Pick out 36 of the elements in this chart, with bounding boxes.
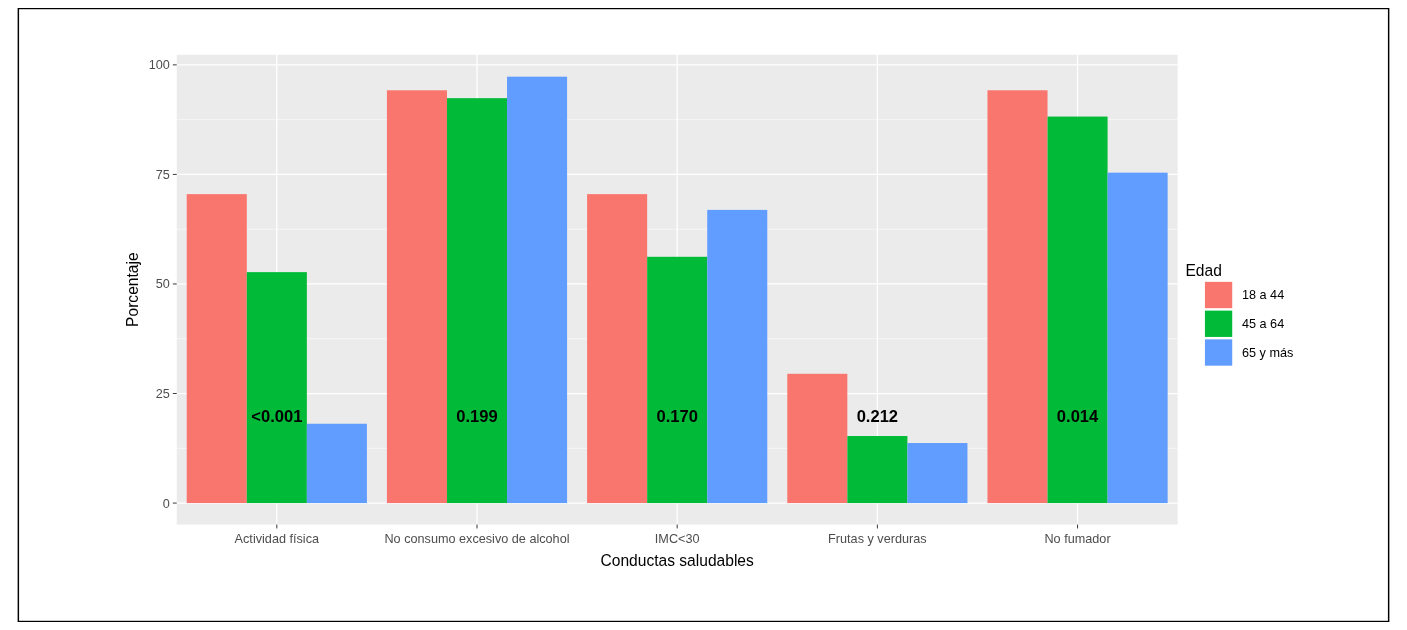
y-axis-title: Porcentaje [123, 252, 141, 327]
annotation: 0.014 [1056, 407, 1100, 427]
bar [507, 76, 568, 504]
annotation: 0.199 [456, 407, 498, 427]
bar [787, 373, 848, 504]
legend-label: 65 y más [1241, 345, 1294, 360]
bar [1047, 116, 1108, 504]
bar [587, 194, 648, 504]
x-tick-label: No consumo excesivo de alcohol [384, 532, 570, 547]
y-tick-label: 50 [155, 277, 170, 292]
bar [306, 423, 367, 504]
bar [907, 443, 968, 504]
legend-title: Edad [1185, 262, 1222, 280]
bar [987, 90, 1048, 504]
bar [647, 256, 708, 504]
legend-label: 45 a 64 [1241, 317, 1285, 332]
bar [246, 272, 307, 504]
y-tick-label: 100 [148, 58, 170, 73]
bar [186, 194, 247, 504]
x-tick-label: Actividad física [234, 532, 320, 547]
annotation: 0.170 [656, 407, 698, 427]
x-tick-label: Frutas y verduras [828, 532, 927, 547]
bar [1107, 172, 1168, 504]
bar [707, 209, 768, 504]
y-tick-label: 75 [155, 167, 170, 182]
x-tick-label: No fumador [1044, 532, 1111, 547]
y-tick-label: 0 [162, 496, 170, 511]
bar [386, 90, 447, 504]
x-tick-label: IMC<30 [654, 532, 700, 547]
y-tick-label: 25 [155, 386, 170, 401]
legend-label: 18 a 44 [1241, 288, 1285, 303]
bar [847, 436, 908, 504]
x-axis-title: Conductas saludables [600, 552, 755, 570]
bar [446, 98, 508, 504]
annotation: 0.212 [856, 407, 899, 427]
annotation: <0.001 [251, 407, 303, 427]
